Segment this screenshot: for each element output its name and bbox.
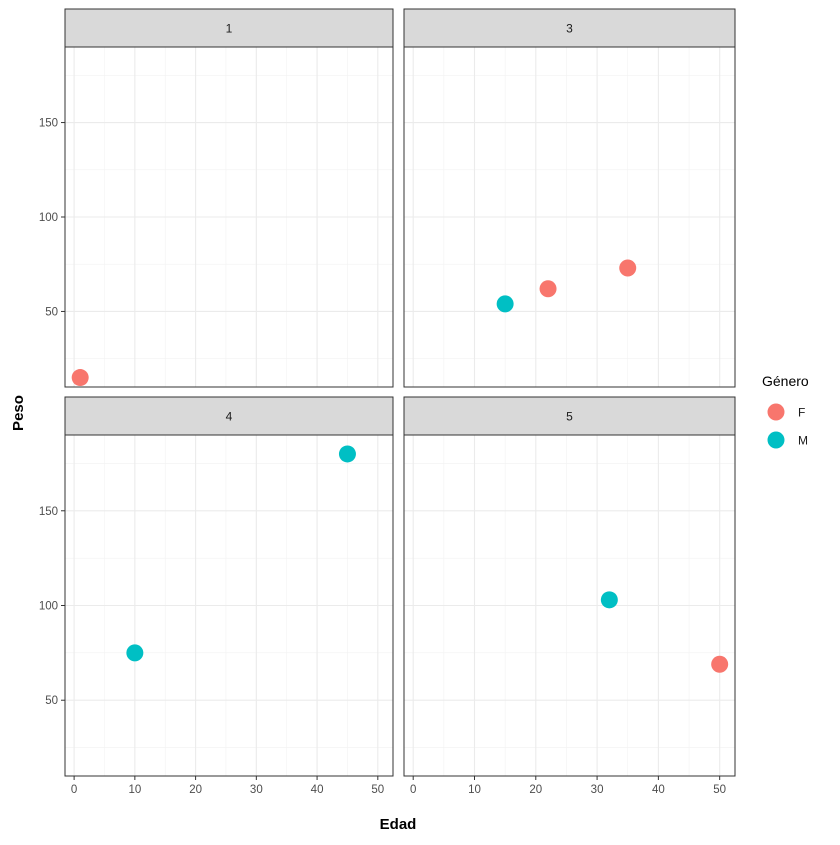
facet-panel-3: 3	[403, 8, 736, 388]
y-tick-label: 50	[45, 306, 58, 318]
y-tick-label: 50	[45, 695, 58, 707]
data-point-M	[600, 591, 618, 609]
gridlines	[404, 47, 735, 387]
x-tick-label: 10	[468, 784, 481, 796]
gridlines	[65, 435, 393, 776]
x-tick-label: 50	[713, 784, 726, 796]
facet-strip	[403, 396, 736, 436]
data-point-F	[539, 280, 557, 298]
facet-panel-5: 50 10 20 30 40 50	[403, 396, 736, 796]
y-tick-label: 100	[39, 212, 58, 224]
x-tick-label: 50	[371, 784, 384, 796]
data-point-F	[711, 655, 729, 673]
gridlines	[65, 47, 393, 387]
legend-title: Género	[762, 373, 809, 389]
facet-strip-label: 3	[566, 22, 573, 36]
x-tick-label: 20	[189, 784, 202, 796]
x-tick-label: 20	[529, 784, 542, 796]
y-tick-label: 150	[39, 506, 58, 518]
legend-label: F	[798, 406, 805, 420]
facet-strip	[64, 8, 394, 48]
x-tick-label: 30	[591, 784, 604, 796]
x-tick-label: 40	[652, 784, 665, 796]
y-tick-label: 100	[39, 601, 58, 613]
x-tick-label: 10	[128, 784, 141, 796]
facet-panel-4: 4 50 100 150 0 10 20 30 40 50	[39, 396, 394, 796]
panel-border	[403, 434, 736, 777]
x-tick-label: 40	[311, 784, 324, 796]
facet-strip-label: 5	[566, 410, 573, 424]
panel-border	[403, 46, 736, 388]
data-point-F	[71, 369, 89, 387]
facet-strip-label: 1	[226, 22, 233, 36]
facet-strip-label: 4	[226, 410, 233, 424]
legend: Género FM	[762, 373, 809, 449]
legend-key-M	[767, 431, 785, 449]
x-tick-label: 0	[71, 784, 77, 796]
x-tick-label: 30	[250, 784, 263, 796]
data-point-F	[619, 259, 637, 277]
y-tick-label: 150	[39, 118, 58, 130]
x-axis-label: Edad	[380, 816, 417, 833]
gridlines	[404, 435, 735, 776]
data-point-M	[338, 445, 356, 463]
facet-strip	[64, 396, 394, 436]
x-tick-label: 0	[410, 784, 416, 796]
data-point-M	[126, 644, 144, 662]
facet-strip	[403, 8, 736, 48]
legend-key-F	[767, 403, 785, 421]
legend-label: M	[798, 434, 808, 448]
data-point-M	[496, 295, 514, 313]
y-axis-label: Peso	[10, 395, 27, 431]
